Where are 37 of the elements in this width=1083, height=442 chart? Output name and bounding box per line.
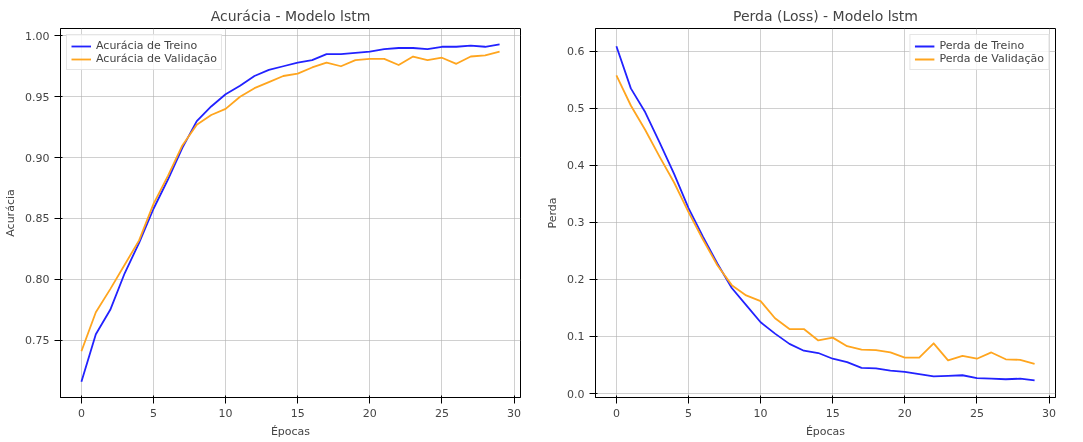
legend-label: Perda de Validação — [939, 52, 1044, 65]
x-tick-label: 25 — [969, 406, 984, 420]
x-tick-label: 15 — [290, 406, 305, 420]
y-axis-title: Perda — [546, 197, 560, 229]
y-tick-label: 0.1 — [567, 330, 585, 344]
y-tick-label: 0.4 — [567, 159, 585, 173]
y-tick-label: 0.90 — [25, 151, 50, 165]
y-tick-label: 0.85 — [25, 212, 50, 226]
x-tick-label: 5 — [150, 406, 158, 420]
legend-label: Perda de Treino — [939, 39, 1025, 52]
y-tick-label: 0.2 — [567, 273, 585, 287]
x-tick-label: 30 — [1042, 406, 1057, 420]
y-tick-label: 0.80 — [25, 273, 50, 287]
x-tick-label: 25 — [434, 406, 449, 420]
legend-label: Acurácia de Validação — [96, 52, 217, 65]
x-tick-label: 15 — [825, 406, 840, 420]
x-tick-label: 0 — [612, 406, 620, 420]
x-tick-label: 10 — [218, 406, 233, 420]
y-axis-title: Acurácia — [4, 189, 18, 237]
y-tick-label: 0.6 — [567, 45, 585, 59]
x-tick-label: 5 — [685, 406, 693, 420]
x-tick-label: 30 — [507, 406, 522, 420]
chart-title: Perda (Loss) - Modelo lstm — [733, 7, 918, 24]
x-axis-title: Épocas — [270, 424, 311, 438]
x-axis-title: Épocas — [805, 424, 846, 438]
y-tick-label: 0.0 — [567, 387, 585, 401]
x-tick-label: 0 — [77, 406, 85, 420]
y-tick-label: 0.75 — [25, 334, 50, 348]
y-tick-label: 0.5 — [567, 102, 585, 116]
x-tick-label: 10 — [753, 406, 768, 420]
y-tick-label: 0.3 — [567, 216, 585, 230]
y-tick-label: 1.00 — [25, 29, 50, 43]
x-tick-label: 20 — [897, 406, 912, 420]
y-tick-label: 0.95 — [25, 90, 50, 104]
chart-title: Acurácia - Modelo lstm — [210, 7, 371, 24]
legend-label: Acurácia de Treino — [96, 39, 198, 52]
x-tick-label: 20 — [362, 406, 377, 420]
